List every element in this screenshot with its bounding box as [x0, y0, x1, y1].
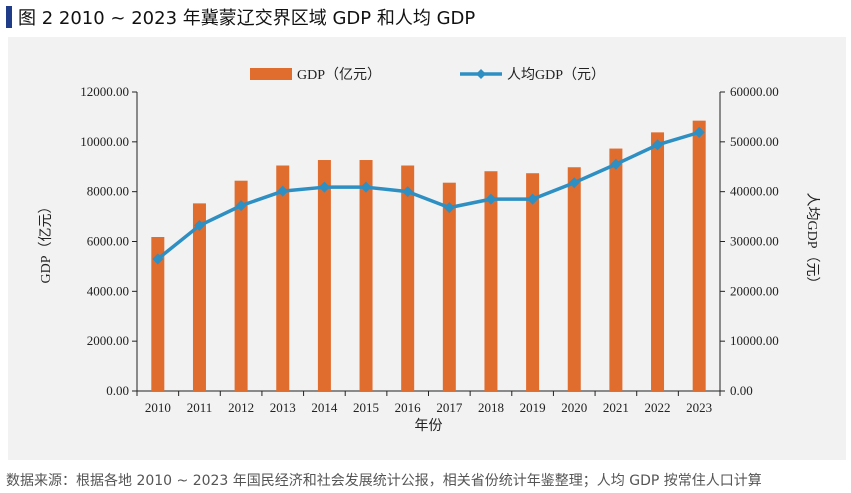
bar — [234, 180, 248, 391]
x-tick-label: 2014 — [311, 400, 338, 415]
line-point — [235, 200, 247, 212]
legend-label-bar: GDP（亿元） — [297, 67, 381, 83]
line-point — [193, 220, 205, 232]
bar — [651, 132, 665, 391]
y-axis-title-left: GDP（亿元） — [38, 199, 54, 283]
line-point — [485, 193, 497, 205]
y-tick-label-left: 4000.00 — [87, 283, 129, 298]
y-tick-label-right: 40000.00 — [730, 184, 779, 199]
x-tick-label: 2011 — [187, 400, 213, 415]
y-tick-label-left: 6000.00 — [87, 234, 129, 249]
bar — [192, 203, 206, 391]
y-axis-title-right: 人均GDP（元） — [804, 192, 820, 290]
x-tick-label: 2015 — [353, 400, 379, 415]
line-point — [277, 185, 289, 197]
x-tick-label: 2016 — [395, 400, 422, 415]
y-tick-label-right: 0.00 — [730, 383, 753, 398]
x-tick-label: 2013 — [270, 400, 296, 415]
y-tick-label-right: 30000.00 — [730, 234, 779, 249]
x-tick-label: 2023 — [686, 400, 712, 415]
x-tick-label: 2022 — [645, 400, 671, 415]
bar — [609, 148, 623, 391]
x-tick-label: 2010 — [145, 400, 171, 415]
y-tick-label-left: 2000.00 — [87, 333, 129, 348]
bar — [692, 120, 706, 391]
x-tick-label: 2019 — [520, 400, 546, 415]
bar — [484, 171, 498, 391]
line-point — [610, 158, 622, 170]
x-tick-label: 2017 — [436, 400, 463, 415]
series-line — [156, 130, 700, 261]
x-axis-title: 年份 — [415, 418, 443, 434]
y-tick-label-left: 12000.00 — [80, 84, 129, 99]
y-tick-label-left: 0.00 — [106, 383, 129, 398]
bar — [526, 173, 540, 391]
legend-swatch-marker — [476, 69, 486, 79]
y-tick-label-right: 10000.00 — [730, 333, 779, 348]
line-point — [527, 193, 539, 205]
bar — [276, 165, 290, 391]
x-tick-label: 2012 — [228, 400, 254, 415]
chart: 0.00 2000.00 4000.00 6000.00 8000.00 10000.00… — [38, 67, 820, 434]
line-point — [360, 181, 372, 193]
figure-header: 图 2 2010 ~ 2023 年冀蒙辽交界区域 GDP 和人均 GDP — [6, 4, 475, 30]
line-point — [402, 186, 414, 198]
y-tick-label-right: 50000.00 — [730, 134, 779, 149]
line-point — [443, 202, 455, 214]
legend-swatch-bar — [250, 68, 292, 80]
y-tick-label-left: 8000.00 — [87, 184, 129, 199]
chart-panel — [8, 37, 846, 460]
title-accent-bar — [6, 6, 12, 28]
bar — [401, 165, 415, 391]
bar — [567, 167, 581, 391]
line-point — [318, 181, 330, 193]
y-tick-label-right: 20000.00 — [730, 283, 779, 298]
line-point — [568, 177, 580, 189]
bar — [151, 237, 165, 391]
x-tick-label: 2018 — [478, 400, 504, 415]
bar — [359, 160, 373, 391]
figure-source: 数据来源：根据各地 2010 ~ 2023 年国民经济和社会发展统计公报，相关省… — [6, 473, 762, 489]
bar — [317, 160, 331, 391]
line-point — [652, 139, 664, 151]
legend-label-line: 人均GDP（元） — [507, 67, 605, 83]
figure-title: 图 2 2010 ~ 2023 年冀蒙辽交界区域 GDP 和人均 GDP — [18, 8, 476, 29]
y-tick-label-left: 10000.00 — [80, 134, 129, 149]
y-tick-label-right: 60000.00 — [730, 84, 779, 99]
x-tick-label: 2020 — [561, 400, 587, 415]
x-tick-label: 2021 — [603, 400, 629, 415]
bar — [442, 182, 456, 391]
